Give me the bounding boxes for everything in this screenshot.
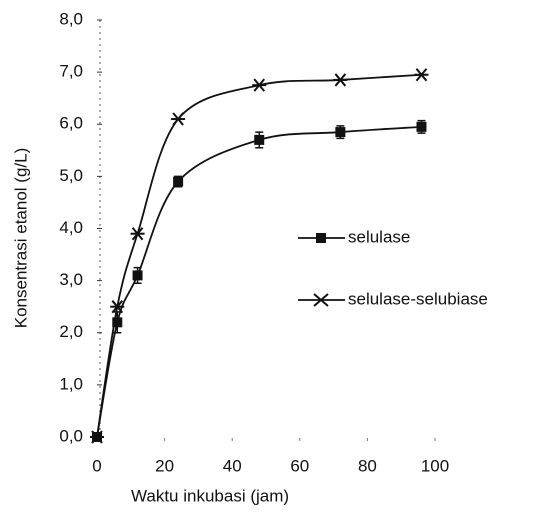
x-tick-label: 20 [155, 456, 174, 475]
marker [173, 176, 184, 187]
marker [90, 430, 104, 444]
marker [254, 134, 265, 145]
legend-marker [316, 233, 326, 243]
x-axis-label: Waktu inkubasi (jam) [131, 486, 289, 505]
y-tick-label: 4,0 [59, 218, 83, 237]
y-tick-label: 1,0 [59, 374, 83, 393]
marker-stroke [111, 300, 124, 314]
x-tick-label: 100 [421, 456, 449, 475]
x-tick-label: 40 [223, 456, 242, 475]
y-tick-label: 7,0 [59, 62, 83, 81]
marker [130, 227, 145, 241]
marker [335, 127, 346, 138]
legend-label: selulase [348, 227, 410, 246]
marker-stroke [253, 78, 266, 92]
y-tick-label: 8,0 [59, 9, 83, 28]
x-tick-label: 80 [358, 456, 377, 475]
x-tick-label: 60 [290, 456, 309, 475]
marker [416, 121, 427, 132]
marker [110, 300, 125, 314]
legend-marker [313, 293, 329, 307]
marker [333, 73, 348, 87]
series-line [96, 125, 422, 438]
marker-stroke [334, 73, 347, 87]
marker [171, 112, 186, 126]
y-tick-label: 6,0 [59, 114, 83, 133]
legend-label: selulase-selubiase [348, 289, 488, 308]
marker-stroke [131, 227, 144, 241]
y-tick-label: 5,0 [59, 166, 83, 185]
y-tick-label: 2,0 [59, 322, 83, 341]
x-tick-label: 0 [92, 456, 101, 475]
marker [112, 317, 123, 328]
marker-stroke [172, 112, 184, 126]
y-tick-label: 0,0 [59, 426, 83, 445]
marker-stroke [415, 68, 428, 82]
marker [414, 68, 429, 82]
y-tick-label: 3,0 [59, 270, 83, 289]
marker [132, 270, 143, 281]
y-axis-label: Konsentrasi etanol (g/L) [11, 148, 30, 329]
marker-stroke [91, 430, 103, 444]
marker [252, 78, 267, 92]
